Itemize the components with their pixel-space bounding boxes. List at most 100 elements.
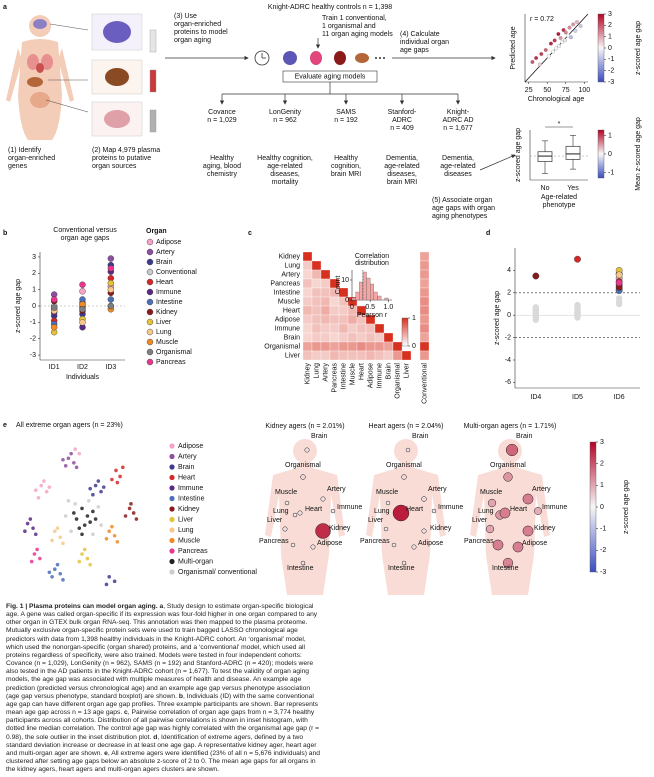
heatmap-cell	[311, 305, 322, 316]
organ-marker	[534, 507, 542, 515]
legend-swatch	[146, 308, 154, 316]
column-label: Heart	[358, 363, 365, 380]
heatmap-cell	[419, 323, 430, 334]
colorbar-tick-label: 0	[608, 45, 612, 52]
point	[79, 306, 86, 313]
organ-marker	[383, 526, 389, 532]
point	[47, 570, 52, 575]
point	[107, 255, 115, 262]
point	[567, 25, 572, 30]
legend-label: Kidney	[156, 309, 178, 316]
heatmap-cell	[347, 314, 358, 325]
row-label: Liver	[285, 352, 301, 359]
x-tick-label: 50	[543, 87, 551, 94]
point	[79, 288, 86, 295]
heatmap-cell	[329, 305, 340, 316]
point	[79, 319, 86, 326]
caption-text: , Identification of extreme agers, defin…	[6, 733, 317, 757]
point	[563, 30, 568, 35]
heatmap-cell	[383, 350, 394, 361]
heatmap-cell	[374, 341, 385, 352]
organ-marker	[284, 500, 290, 506]
legend-swatch	[146, 338, 154, 346]
x-tick-label: 100	[578, 87, 590, 94]
point	[615, 279, 623, 287]
step-text: organ-enriched	[8, 155, 55, 162]
legend-swatch	[146, 238, 154, 246]
y-tick-label: 10	[341, 277, 349, 284]
point	[74, 517, 79, 521]
body-head	[394, 439, 418, 463]
heatmap-cell	[392, 350, 403, 361]
cohort-outcome: diseases,	[270, 171, 300, 178]
heatmap-cell	[302, 332, 313, 343]
column-label: Artery	[322, 363, 329, 382]
histogram-bar	[384, 297, 389, 301]
point	[73, 447, 77, 451]
point	[561, 28, 566, 32]
point	[91, 509, 95, 514]
point	[82, 523, 87, 527]
cohort-name: Knight-	[447, 109, 470, 116]
heatmap-cell	[365, 323, 376, 334]
organ-label: Brain	[412, 433, 428, 440]
row-label: Immune	[275, 325, 300, 332]
organ-marker	[304, 447, 310, 453]
organ-marker	[292, 512, 298, 518]
organ-marker	[499, 507, 511, 519]
colorbar-tick-label: -3	[600, 569, 606, 576]
point	[53, 567, 57, 571]
heatmap-cell	[320, 332, 331, 343]
organ-label: Pancreas	[259, 538, 289, 545]
point	[66, 456, 71, 461]
heatmap-cell	[329, 296, 340, 307]
point	[115, 480, 120, 485]
x-tick-label: No	[541, 185, 550, 192]
point	[53, 529, 57, 533]
map-title: Heart agers (n = 2.04%)	[369, 423, 444, 430]
legend-swatch	[146, 268, 154, 276]
step-text: proteins to model	[174, 29, 228, 36]
x-axis-label: Age-related	[541, 194, 577, 201]
chart-title: organ age gaps	[61, 235, 110, 242]
point	[112, 533, 117, 538]
heatmap-cell	[401, 350, 412, 361]
histogram-bar	[366, 277, 371, 301]
train-text: Train 1 conventional,	[322, 15, 387, 22]
organ-label: Heart	[510, 506, 527, 513]
histogram-bar	[373, 291, 378, 301]
point	[532, 272, 540, 280]
x-tick-label: Yes	[567, 185, 579, 192]
panel-label: c	[248, 230, 252, 237]
organ-marker	[405, 447, 411, 453]
cohort-title: Knight-ADRC healthy controls n = 1,398	[268, 4, 392, 11]
point	[560, 40, 564, 44]
heatmap-cell	[311, 341, 322, 352]
point	[82, 547, 87, 552]
legend-label: Muscle	[156, 339, 178, 346]
point	[537, 62, 542, 67]
legend-label: Pancreas	[178, 548, 208, 555]
point	[85, 556, 90, 561]
organ-marker	[512, 541, 524, 553]
legend-swatch	[169, 443, 175, 449]
point	[552, 38, 557, 43]
point	[73, 502, 77, 506]
histogram-bar	[377, 295, 382, 301]
significance: *	[558, 121, 561, 128]
point	[112, 579, 117, 584]
train-text: 11 organ aging models	[322, 31, 393, 38]
y-axis-label: z-scored age gap	[494, 291, 501, 345]
heatmap-cell	[419, 260, 430, 271]
legend-label: Organismal/ conventional	[178, 569, 257, 576]
point	[566, 33, 570, 38]
point	[107, 286, 115, 293]
row-label: Artery	[281, 271, 300, 278]
organ-marker	[310, 544, 316, 550]
point	[93, 483, 98, 488]
heatmap-cell	[311, 350, 322, 361]
map-title: Multi-organ agers (n = 1.71%)	[464, 423, 557, 430]
row-label: Kidney	[279, 253, 301, 260]
map-title: Kidney agers (n = 2.01%)	[265, 423, 344, 430]
